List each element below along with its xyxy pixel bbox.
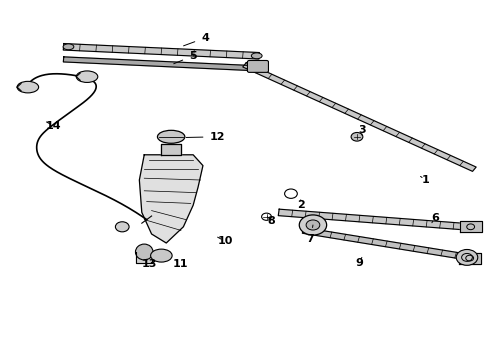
Text: 4: 4 xyxy=(183,33,209,46)
FancyBboxPatch shape xyxy=(247,60,268,72)
Text: 1: 1 xyxy=(420,175,428,185)
Polygon shape xyxy=(63,57,259,71)
Ellipse shape xyxy=(135,244,153,260)
Polygon shape xyxy=(63,44,259,59)
Polygon shape xyxy=(458,253,480,264)
Text: 6: 6 xyxy=(430,213,438,223)
Ellipse shape xyxy=(157,130,184,143)
Polygon shape xyxy=(139,155,203,243)
Circle shape xyxy=(299,215,326,235)
Ellipse shape xyxy=(76,71,98,82)
Ellipse shape xyxy=(150,249,172,262)
Polygon shape xyxy=(161,144,181,155)
Text: 5: 5 xyxy=(173,51,197,64)
Text: 3: 3 xyxy=(357,125,365,135)
Ellipse shape xyxy=(17,81,39,93)
Text: 12: 12 xyxy=(186,132,225,142)
Polygon shape xyxy=(302,228,469,260)
Polygon shape xyxy=(242,63,475,171)
Text: 13: 13 xyxy=(141,258,157,269)
Ellipse shape xyxy=(251,53,262,59)
Polygon shape xyxy=(459,221,481,232)
Text: 14: 14 xyxy=(46,121,61,131)
Polygon shape xyxy=(136,252,152,263)
Text: 8: 8 xyxy=(267,216,275,226)
Circle shape xyxy=(115,222,129,232)
Circle shape xyxy=(305,220,319,230)
Ellipse shape xyxy=(63,44,74,50)
Text: 2: 2 xyxy=(296,200,304,210)
Circle shape xyxy=(350,132,362,141)
Text: 7: 7 xyxy=(306,225,314,244)
Text: 11: 11 xyxy=(173,258,188,269)
Polygon shape xyxy=(278,209,467,230)
Text: 9: 9 xyxy=(355,257,363,268)
Text: 10: 10 xyxy=(217,236,232,246)
Circle shape xyxy=(455,249,477,265)
